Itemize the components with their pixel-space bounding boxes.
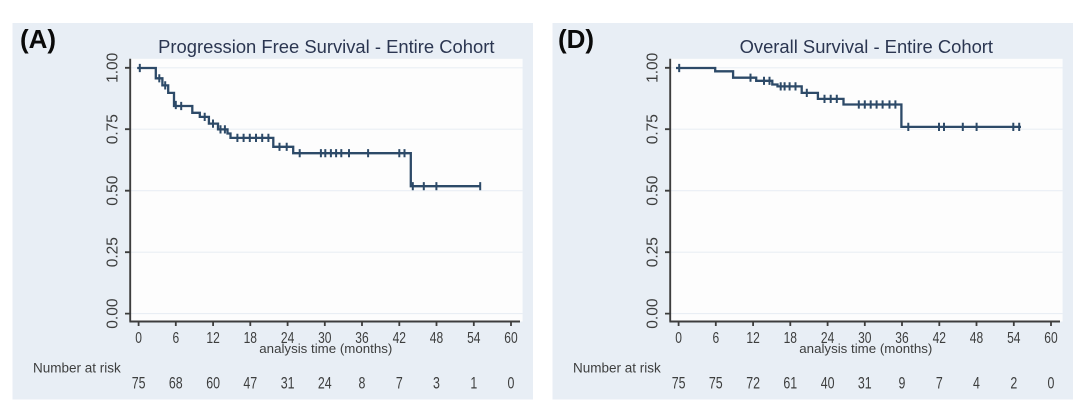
svg-text:6: 6 bbox=[172, 330, 179, 347]
svg-text:0: 0 bbox=[508, 375, 515, 393]
svg-text:54: 54 bbox=[467, 330, 480, 347]
svg-text:0.25: 0.25 bbox=[105, 237, 122, 267]
svg-text:75: 75 bbox=[672, 375, 686, 393]
svg-text:0.25: 0.25 bbox=[645, 237, 662, 267]
svg-text:2: 2 bbox=[1010, 375, 1017, 393]
svg-text:48: 48 bbox=[970, 330, 983, 347]
svg-text:(D): (D) bbox=[558, 24, 594, 54]
svg-text:18: 18 bbox=[244, 330, 257, 347]
svg-text:0.00: 0.00 bbox=[645, 298, 662, 329]
svg-text:6: 6 bbox=[712, 330, 719, 347]
svg-text:72: 72 bbox=[746, 375, 760, 393]
svg-text:1.00: 1.00 bbox=[105, 52, 122, 83]
svg-text:40: 40 bbox=[821, 375, 835, 393]
svg-text:8: 8 bbox=[359, 375, 366, 393]
svg-text:0.00: 0.00 bbox=[105, 298, 122, 329]
svg-text:7: 7 bbox=[396, 375, 403, 393]
svg-text:0: 0 bbox=[675, 330, 682, 347]
svg-text:30: 30 bbox=[858, 330, 871, 347]
svg-text:analysis time (months): analysis time (months) bbox=[259, 341, 392, 356]
svg-text:54: 54 bbox=[1007, 330, 1020, 347]
svg-text:0.50: 0.50 bbox=[645, 175, 662, 206]
svg-text:30: 30 bbox=[318, 330, 331, 347]
svg-text:47: 47 bbox=[243, 375, 257, 393]
svg-text:60: 60 bbox=[1044, 330, 1057, 347]
svg-text:61: 61 bbox=[783, 375, 797, 393]
svg-text:75: 75 bbox=[132, 375, 146, 393]
svg-text:18: 18 bbox=[784, 330, 797, 347]
svg-text:36: 36 bbox=[895, 330, 908, 347]
svg-text:75: 75 bbox=[709, 375, 723, 393]
svg-text:1: 1 bbox=[470, 375, 477, 393]
svg-text:7: 7 bbox=[936, 375, 943, 393]
svg-text:31: 31 bbox=[858, 375, 872, 393]
svg-text:0.75: 0.75 bbox=[105, 114, 122, 144]
svg-text:Number at risk: Number at risk bbox=[573, 361, 661, 376]
svg-text:Progression Free Survival - En: Progression Free Survival - Entire Cohor… bbox=[158, 36, 494, 57]
svg-text:60: 60 bbox=[206, 375, 220, 393]
svg-text:1.00: 1.00 bbox=[645, 52, 662, 83]
svg-text:0.50: 0.50 bbox=[105, 175, 122, 206]
svg-text:Overall Survival - Entire Coho: Overall Survival - Entire Cohort bbox=[740, 36, 993, 57]
svg-text:24: 24 bbox=[821, 330, 834, 347]
svg-text:0.75: 0.75 bbox=[645, 114, 662, 144]
svg-text:12: 12 bbox=[206, 330, 219, 347]
svg-text:60: 60 bbox=[504, 330, 517, 347]
svg-text:68: 68 bbox=[169, 375, 183, 393]
svg-text:Number at risk: Number at risk bbox=[33, 361, 121, 376]
svg-text:(A): (A) bbox=[20, 24, 56, 54]
svg-text:42: 42 bbox=[933, 330, 946, 347]
svg-text:48: 48 bbox=[430, 330, 443, 347]
svg-text:0: 0 bbox=[1048, 375, 1055, 393]
svg-text:36: 36 bbox=[355, 330, 368, 347]
svg-text:24: 24 bbox=[318, 375, 332, 393]
svg-text:analysis time (months): analysis time (months) bbox=[799, 341, 932, 356]
svg-text:12: 12 bbox=[746, 330, 759, 347]
svg-text:0: 0 bbox=[135, 330, 142, 347]
svg-text:31: 31 bbox=[281, 375, 295, 393]
svg-text:42: 42 bbox=[393, 330, 406, 347]
svg-text:4: 4 bbox=[973, 375, 980, 393]
svg-text:24: 24 bbox=[281, 330, 294, 347]
svg-text:3: 3 bbox=[433, 375, 440, 393]
svg-text:9: 9 bbox=[899, 375, 906, 393]
